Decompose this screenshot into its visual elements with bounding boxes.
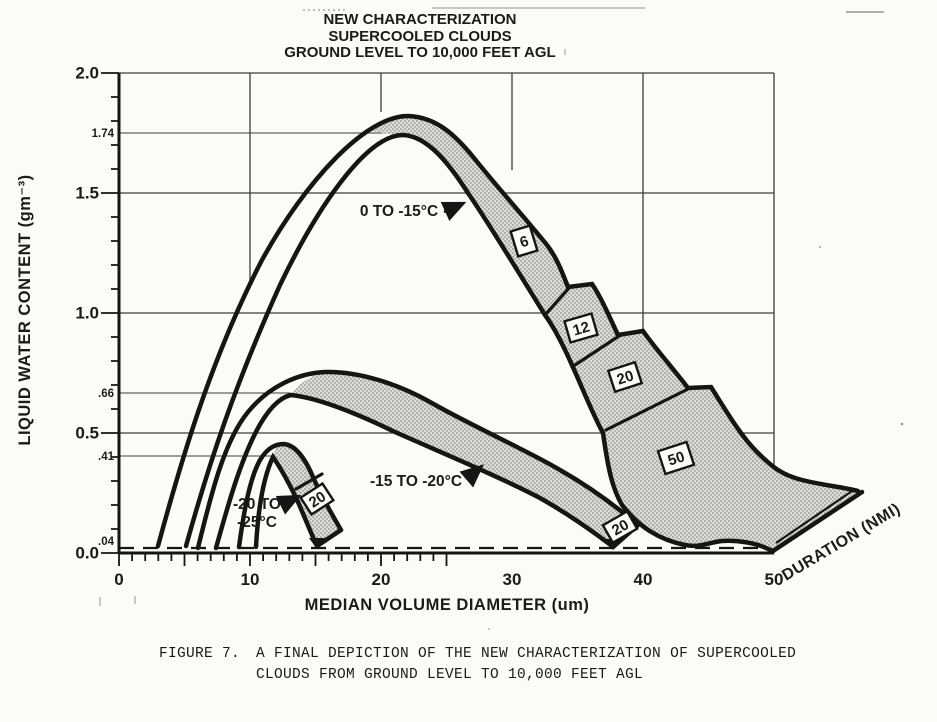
y-tick-2-0: 2.0 <box>75 64 99 83</box>
x-tick-20: 20 <box>372 570 391 589</box>
x-axis-title: MEDIAN VOLUME DIAMETER (um) <box>305 596 590 614</box>
band-mid-arrow <box>459 464 484 488</box>
y-axis-title: LIQUID WATER CONTENT (gm⁻³) <box>16 174 34 445</box>
ref-label-41: .41 <box>98 451 115 463</box>
x-tick-50: 50 <box>765 570 784 589</box>
y-tick-0-5: 0.5 <box>75 424 99 443</box>
axis-tick-marks <box>101 72 448 566</box>
ref-label-04: .04 <box>98 536 115 548</box>
ref-label-174: 1.74 <box>92 128 115 140</box>
duration-box-mid-20: 20 <box>601 509 639 545</box>
ref-label-66: .66 <box>98 388 114 400</box>
band-cold-label-line2: -25°C <box>237 514 277 531</box>
duration-box-20: 20 <box>606 360 644 394</box>
figure-caption-line1: A FINAL DEPICTION OF THE NEW CHARACTERIZ… <box>256 646 796 662</box>
x-tick-10: 10 <box>241 570 260 589</box>
duration-box-6: 6 <box>509 224 539 258</box>
duration-box-50: 50 <box>656 440 696 476</box>
y-tick-0-0: 0.0 <box>75 544 99 563</box>
band-mid-label: -15 TO -20°C <box>370 473 462 490</box>
band-warm-label: 0 TO -15°C <box>360 203 438 220</box>
x-tick-40: 40 <box>634 570 653 589</box>
band-mid-tip-arrow <box>605 539 621 550</box>
duration-value-12: 12 <box>571 318 592 339</box>
chart-title-line1: NEW CHARACTERIZATION <box>323 11 516 28</box>
x-tick-30: 30 <box>503 570 522 589</box>
duration-value-50: 50 <box>666 448 687 469</box>
figure-caption: FIGURE 7. A FINAL DEPICTION OF THE NEW C… <box>159 646 796 683</box>
band-cold-label-line1: -20 TO <box>233 496 281 513</box>
band-cold-tip-arrow <box>309 538 325 549</box>
duration-box-12: 12 <box>563 312 599 344</box>
band-warm-arrow <box>440 201 467 222</box>
scan-artifacts <box>99 7 904 630</box>
chart-title: NEW CHARACTERIZATION SUPERCOOLED CLOUDS … <box>284 11 555 61</box>
band-cold-arrow <box>275 494 302 515</box>
x-tick-0: 0 <box>114 570 123 589</box>
x-axis-tick-labels: 0 10 20 30 40 50 <box>114 570 783 589</box>
y-tick-1-0: 1.0 <box>75 304 99 323</box>
figure-caption-label: FIGURE 7. <box>159 646 240 662</box>
figure-caption-line2: CLOUDS FROM GROUND LEVEL TO 10,000 FEET … <box>256 667 643 683</box>
duration-value-20: 20 <box>615 367 636 388</box>
duration-ribbon-edge <box>770 489 865 554</box>
duration-value-mid-20: 20 <box>609 516 632 539</box>
chart-title-line3: GROUND LEVEL TO 10,000 FEET AGL <box>284 44 555 61</box>
y-axis-tick-labels: 2.0 1.5 1.0 0.5 0.0 1.74 .66 .41 .04 <box>75 64 114 563</box>
chart-title-line2: SUPERCOOLED CLOUDS <box>328 28 511 45</box>
duration-value-cold-20: 20 <box>306 488 329 511</box>
y-tick-1-5: 1.5 <box>75 184 99 203</box>
duration-box-cold-20: 20 <box>298 481 336 517</box>
